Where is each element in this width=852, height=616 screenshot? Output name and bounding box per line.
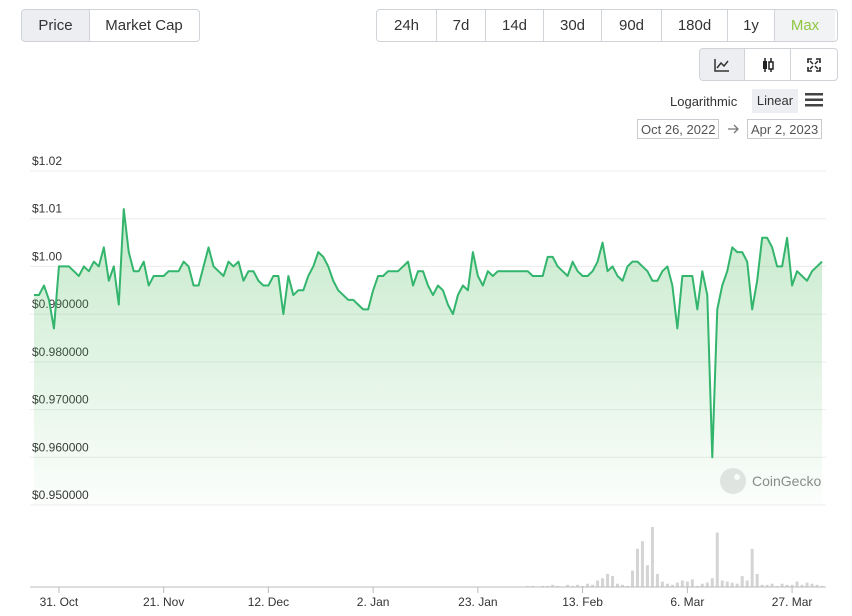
volume-bar [675,582,679,587]
volume-bar [586,583,590,587]
volume-bar [755,573,759,587]
range-button[interactable]: 7d [437,10,486,41]
volume-bar [630,570,634,587]
price-area [34,209,822,506]
range-group: 24h 7d 14d 30d 90d 180d 1y Max [376,9,838,42]
volume-bar [710,578,714,587]
y-tick-label: $1.00 [32,249,62,263]
menu-icon[interactable] [805,93,823,107]
volume-bar [765,584,769,587]
x-tick-label: 6. Mar [670,595,704,609]
price-line [34,208,823,459]
volume-bar [665,583,669,587]
volume-bar [690,579,694,587]
chart-type-group [699,48,838,81]
volume-bar [625,585,629,587]
range-button[interactable]: 14d [486,10,544,41]
candle-icon [762,57,774,72]
volume-bar [725,581,729,587]
volume-bar [566,584,570,587]
tab-group: Price Market Cap [21,9,200,42]
expand-icon [807,57,821,72]
tab-button[interactable]: Market Cap [105,17,183,34]
volume-bar [655,573,659,587]
volume-bar [576,584,580,587]
range-button[interactable]: 1y [728,10,775,41]
volume-bar [650,527,654,587]
x-tick-label: 23. Jan [458,595,497,609]
volume-bar [645,565,649,587]
x-tick-label: 2. Jan [357,595,390,609]
arrow-icon [728,124,739,134]
volume-bar [795,581,799,587]
volume-bar [635,548,639,587]
volume-bar [611,576,615,587]
volume-bar [621,584,625,587]
volume-bar [591,584,595,587]
volume-bar [735,583,739,587]
volume-bar [571,585,575,587]
x-tick-label: 21. Nov [143,595,184,609]
volume-bar [526,585,530,587]
x-tick-label: 13. Feb [562,595,603,609]
log-option[interactable]: Logarithmic [670,94,738,109]
line-icon [714,58,729,72]
volume-bar [601,578,605,587]
volume-bar [581,585,585,587]
volume-bar [750,548,754,587]
volume-bar [790,584,794,587]
volume-bar [546,585,550,587]
volume-bar [770,583,774,587]
volume-bar [705,582,709,587]
volume-bar [640,541,644,587]
date-from[interactable]: Oct 26, 2022 [637,119,720,139]
volume-bar [685,581,689,587]
volume-bar [541,585,545,587]
volume-bar [745,580,749,587]
fullscreen-button[interactable] [791,49,837,80]
volume-bar [606,573,610,587]
x-tick-label: 12. Dec [248,595,289,609]
volume-bar [616,583,620,587]
range-button[interactable]: 30d [544,10,602,41]
volume-bar [660,581,664,587]
volume-bar [760,584,764,587]
volume-bar [820,585,824,587]
volume-bar [695,585,699,587]
date-to[interactable]: Apr 2, 2023 [747,119,823,139]
volume-bar [815,584,819,587]
volume-bar [720,580,724,587]
tab-button[interactable]: Price [22,10,90,41]
linear-option[interactable]: Linear [752,89,798,113]
range-button[interactable]: 24h [377,10,437,41]
y-tick-label: $1.01 [32,202,62,216]
line-chart-button[interactable] [700,49,745,80]
candle-chart-button[interactable] [745,49,791,80]
volume-bar [556,585,560,587]
volume-bar [730,582,734,587]
volume-bar [596,580,600,587]
volume-bar [531,585,535,587]
x-tick-label: 31. Oct [40,595,79,609]
range-button[interactable]: 180d [662,10,728,41]
range-button[interactable]: 90d [602,10,662,41]
range-button[interactable]: Max [775,10,835,41]
volume-bar [780,583,784,587]
y-tick-label: $1.02 [32,154,62,168]
volume-bar [785,584,789,587]
volume-bar [715,532,719,587]
volume-bar [680,580,684,587]
x-tick-label: 27. Mar [772,595,813,609]
volume-bar [740,576,744,587]
volume-bar [670,584,674,587]
volume-bar [810,583,814,587]
volume-bar [800,584,804,587]
volume-bar [551,584,555,587]
volume-bar [700,583,704,587]
volume-bar [805,582,809,587]
volume-bar [775,585,779,587]
